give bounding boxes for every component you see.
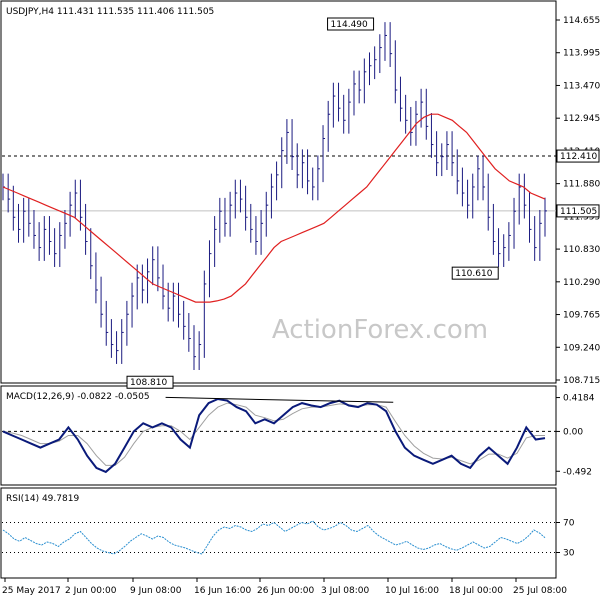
x-tick-label: 25 Jul 08:00 <box>513 586 567 596</box>
rsi-label: RSI(14) 49.7819 <box>6 494 79 504</box>
price-plot: 112.410 111.505 <box>2 22 600 370</box>
price-tick-label: 108.715 <box>563 376 600 386</box>
price-annotation-box <box>451 266 499 280</box>
macd-panel-frame <box>0 385 557 486</box>
current-price-tag-label: 111.505 <box>560 207 597 217</box>
x-tick-label: 10 Jul 16:00 <box>385 586 439 596</box>
macd-line <box>2 397 546 474</box>
rsi-line <box>2 520 546 555</box>
macd-tick-label: 0.00 <box>563 427 583 437</box>
rsi-plot: 70 30 <box>2 519 575 559</box>
macd-label: MACD(12,26,9) -0.0822 -0.0505 <box>6 392 150 402</box>
rsi-tick-label: 30 <box>563 549 575 559</box>
price-tick-label: 113.470 <box>563 81 600 91</box>
watermark: ActionForex.com <box>272 315 488 345</box>
price-annotation-box <box>327 17 375 31</box>
price-annotations: 114.490 108.810 110.610 <box>126 17 499 389</box>
macd-tick-label: -0.492 <box>563 467 592 477</box>
macd-tick-label: 0.4184 <box>563 394 595 404</box>
price-tick-label: 113.995 <box>563 49 600 59</box>
x-tick-label: 3 Jul 08:00 <box>321 586 370 596</box>
price-annotation: 110.610 <box>455 269 492 279</box>
x-tick-label: 26 Jun 00:00 <box>257 586 314 596</box>
x-tick-label: 16 Jun 16:00 <box>194 586 251 596</box>
rsi-panel-frame <box>0 487 557 579</box>
x-tick-label: 2 Jun 00:00 <box>65 586 117 596</box>
x-axis: 25 May 2017 2 Jun 00:00 9 Jun 08:00 16 Jun … <box>2 578 567 596</box>
current-price-tag <box>556 204 600 218</box>
chart-title: USDJPY,H4 111.431 111.535 111.406 111.50… <box>6 7 214 17</box>
macd-trendline <box>165 396 394 403</box>
price-panel-frame <box>0 0 557 384</box>
price-annotation-box <box>126 375 174 389</box>
price-tick-label: 111.880 <box>563 180 600 190</box>
price-tick-label: 109.765 <box>563 311 600 321</box>
price-tick-label: 109.240 <box>563 343 600 353</box>
price-tick-label: 112.945 <box>563 114 600 124</box>
macd-plot: 0.4184 0.00 -0.492 <box>2 394 595 477</box>
x-tick-label: 25 May 2017 <box>2 586 61 596</box>
price-tick-label: 114.655 <box>563 16 600 26</box>
x-tick-label: 9 Jun 08:00 <box>130 586 182 596</box>
resistance-tag-label: 112.410 <box>560 152 597 162</box>
price-annotation: 108.810 <box>130 378 167 388</box>
x-tick-label: 18 Jul 00:00 <box>449 586 503 596</box>
price-tick-label: 110.830 <box>563 245 600 255</box>
moving-average-line <box>2 113 546 303</box>
price-tick-label: 110.290 <box>563 278 600 288</box>
resistance-tag <box>556 149 600 163</box>
price-annotation: 114.490 <box>331 20 368 30</box>
rsi-tick-label: 70 <box>563 519 575 529</box>
